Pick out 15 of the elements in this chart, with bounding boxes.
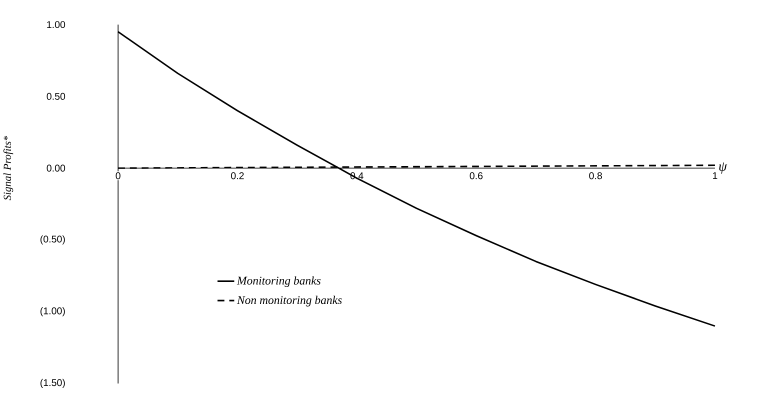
x-tick-label: 0.6 xyxy=(470,172,483,180)
y-tick-label: (1.00) xyxy=(40,307,65,316)
y-tick-label: 1.00 xyxy=(47,21,66,28)
y-tick-label: (1.50) xyxy=(40,378,65,388)
y-tick-label: 0.00 xyxy=(46,164,66,172)
x-tick-label: 0.2 xyxy=(231,172,244,180)
x-axis-title: ψ xyxy=(719,162,728,174)
x-tick-label: 1 xyxy=(712,172,718,180)
y-tick-label: (0.50) xyxy=(40,235,65,245)
legend-label: Monitoring banks xyxy=(236,276,321,288)
x-tick-label: 0.8 xyxy=(589,172,602,180)
legend-label: Non monitoring banks xyxy=(236,296,342,306)
y-axis-title: Signal Profits* xyxy=(3,136,14,200)
x-tick-label: 0 xyxy=(116,172,120,180)
y-tick-label: 0.50 xyxy=(46,92,66,100)
